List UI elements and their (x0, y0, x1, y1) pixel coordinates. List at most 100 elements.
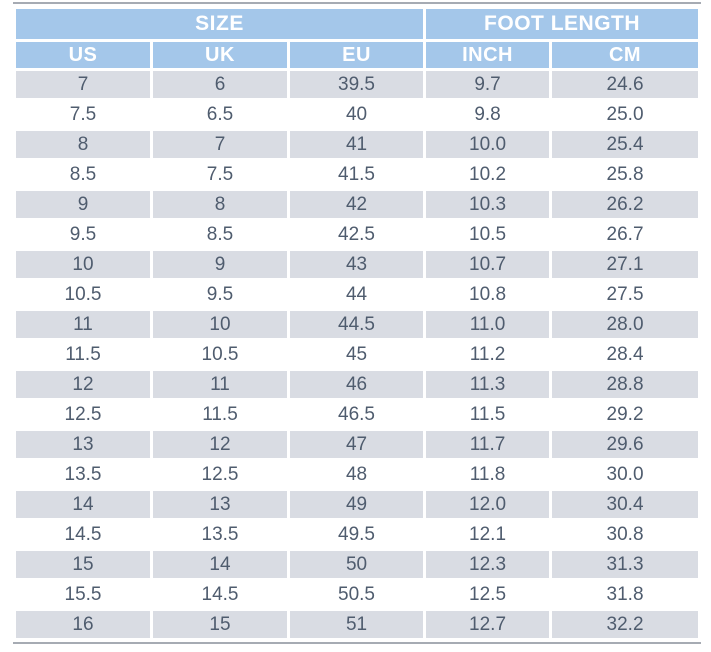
cm-column-header: CM (552, 42, 699, 68)
cm-cell: 30.4 (552, 491, 699, 518)
inch-column-header: INCH (426, 42, 550, 68)
eu-cell: 45 (290, 341, 424, 368)
inch-cell: 12.3 (426, 551, 550, 578)
uk-cell: 6.5 (153, 101, 287, 128)
eu-cell: 47 (290, 431, 424, 458)
uk-cell: 13.5 (153, 521, 287, 548)
inch-cell: 11.7 (426, 431, 550, 458)
uk-cell: 8.5 (153, 221, 287, 248)
cm-cell: 31.8 (552, 581, 699, 608)
uk-cell: 15 (153, 611, 287, 638)
inch-cell: 11.0 (426, 311, 550, 338)
eu-cell: 49 (290, 491, 424, 518)
inch-cell: 10.0 (426, 131, 550, 158)
uk-cell: 13 (153, 491, 287, 518)
uk-cell: 6 (153, 71, 287, 98)
cm-cell: 28.0 (552, 311, 699, 338)
inch-cell: 9.8 (426, 101, 550, 128)
size-group-header: SIZE (16, 9, 424, 39)
inch-cell: 12.7 (426, 611, 550, 638)
table-row: 7.5 6.5 40 9.8 25.0 (16, 101, 699, 128)
uk-cell: 14 (153, 551, 287, 578)
table-row: 15 14 50 12.3 31.3 (16, 551, 699, 578)
us-cell: 15 (16, 551, 150, 578)
us-cell: 9.5 (16, 221, 150, 248)
us-cell: 11 (16, 311, 150, 338)
cm-cell: 25.4 (552, 131, 699, 158)
us-cell: 16 (16, 611, 150, 638)
us-cell: 12.5 (16, 401, 150, 428)
us-cell: 10 (16, 251, 150, 278)
us-cell: 13.5 (16, 461, 150, 488)
eu-cell: 43 (290, 251, 424, 278)
uk-cell: 10 (153, 311, 287, 338)
cm-cell: 26.2 (552, 191, 699, 218)
inch-cell: 11.5 (426, 401, 550, 428)
uk-cell: 8 (153, 191, 287, 218)
uk-cell: 12 (153, 431, 287, 458)
table-row: 9 8 42 10.3 26.2 (16, 191, 699, 218)
us-cell: 8.5 (16, 161, 150, 188)
inch-cell: 11.2 (426, 341, 550, 368)
eu-column-header: EU (290, 42, 424, 68)
cm-cell: 26.7 (552, 221, 699, 248)
uk-cell: 14.5 (153, 581, 287, 608)
inch-cell: 10.5 (426, 221, 550, 248)
uk-cell: 9 (153, 251, 287, 278)
eu-cell: 51 (290, 611, 424, 638)
inch-cell: 11.3 (426, 371, 550, 398)
eu-cell: 50.5 (290, 581, 424, 608)
cm-cell: 29.6 (552, 431, 699, 458)
table-row: 9.5 8.5 42.5 10.5 26.7 (16, 221, 699, 248)
us-cell: 9 (16, 191, 150, 218)
foot-length-group-header: FOOT LENGTH (426, 9, 699, 39)
us-cell: 13 (16, 431, 150, 458)
eu-cell: 40 (290, 101, 424, 128)
eu-cell: 49.5 (290, 521, 424, 548)
table-row: 15.5 14.5 50.5 12.5 31.8 (16, 581, 699, 608)
cm-cell: 24.6 (552, 71, 699, 98)
inch-cell: 12.1 (426, 521, 550, 548)
table-row: 8.5 7.5 41.5 10.2 25.8 (16, 161, 699, 188)
table-row: 8 7 41 10.0 25.4 (16, 131, 699, 158)
table-bottom-rule (13, 642, 701, 644)
eu-cell: 46 (290, 371, 424, 398)
us-cell: 8 (16, 131, 150, 158)
eu-cell: 42 (290, 191, 424, 218)
table-row: 7 6 39.5 9.7 24.6 (16, 71, 699, 98)
eu-cell: 41 (290, 131, 424, 158)
inch-cell: 10.7 (426, 251, 550, 278)
table-row: 14.5 13.5 49.5 12.1 30.8 (16, 521, 699, 548)
uk-cell: 10.5 (153, 341, 287, 368)
table-row: 11 10 44.5 11.0 28.0 (16, 311, 699, 338)
cm-cell: 30.8 (552, 521, 699, 548)
table-row: 10.5 9.5 44 10.8 27.5 (16, 281, 699, 308)
cm-cell: 30.0 (552, 461, 699, 488)
us-cell: 15.5 (16, 581, 150, 608)
table-row: 10 9 43 10.7 27.1 (16, 251, 699, 278)
eu-cell: 46.5 (290, 401, 424, 428)
eu-cell: 39.5 (290, 71, 424, 98)
us-cell: 10.5 (16, 281, 150, 308)
table-header: SIZE FOOT LENGTH US UK EU INCH CM (16, 9, 699, 68)
uk-cell: 11.5 (153, 401, 287, 428)
table-row: 12 11 46 11.3 28.8 (16, 371, 699, 398)
eu-cell: 42.5 (290, 221, 424, 248)
size-conversion-table: SIZE FOOT LENGTH US UK EU INCH CM 7 6 39.5… (13, 6, 701, 641)
uk-cell: 11 (153, 371, 287, 398)
uk-cell: 9.5 (153, 281, 287, 308)
eu-cell: 44.5 (290, 311, 424, 338)
eu-cell: 44 (290, 281, 424, 308)
table-body: 7 6 39.5 9.7 24.6 7.5 6.5 40 9.8 25.0 8 7 41 10.0 25.4… (16, 71, 699, 638)
us-cell: 12 (16, 371, 150, 398)
uk-cell: 12.5 (153, 461, 287, 488)
column-header-row: US UK EU INCH CM (16, 42, 699, 68)
table-row: 16 15 51 12.7 32.2 (16, 611, 699, 638)
uk-cell: 7.5 (153, 161, 287, 188)
inch-cell: 10.2 (426, 161, 550, 188)
cm-cell: 32.2 (552, 611, 699, 638)
cm-cell: 25.0 (552, 101, 699, 128)
inch-cell: 10.8 (426, 281, 550, 308)
table-row: 13 12 47 11.7 29.6 (16, 431, 699, 458)
table-row: 13.5 12.5 48 11.8 30.0 (16, 461, 699, 488)
